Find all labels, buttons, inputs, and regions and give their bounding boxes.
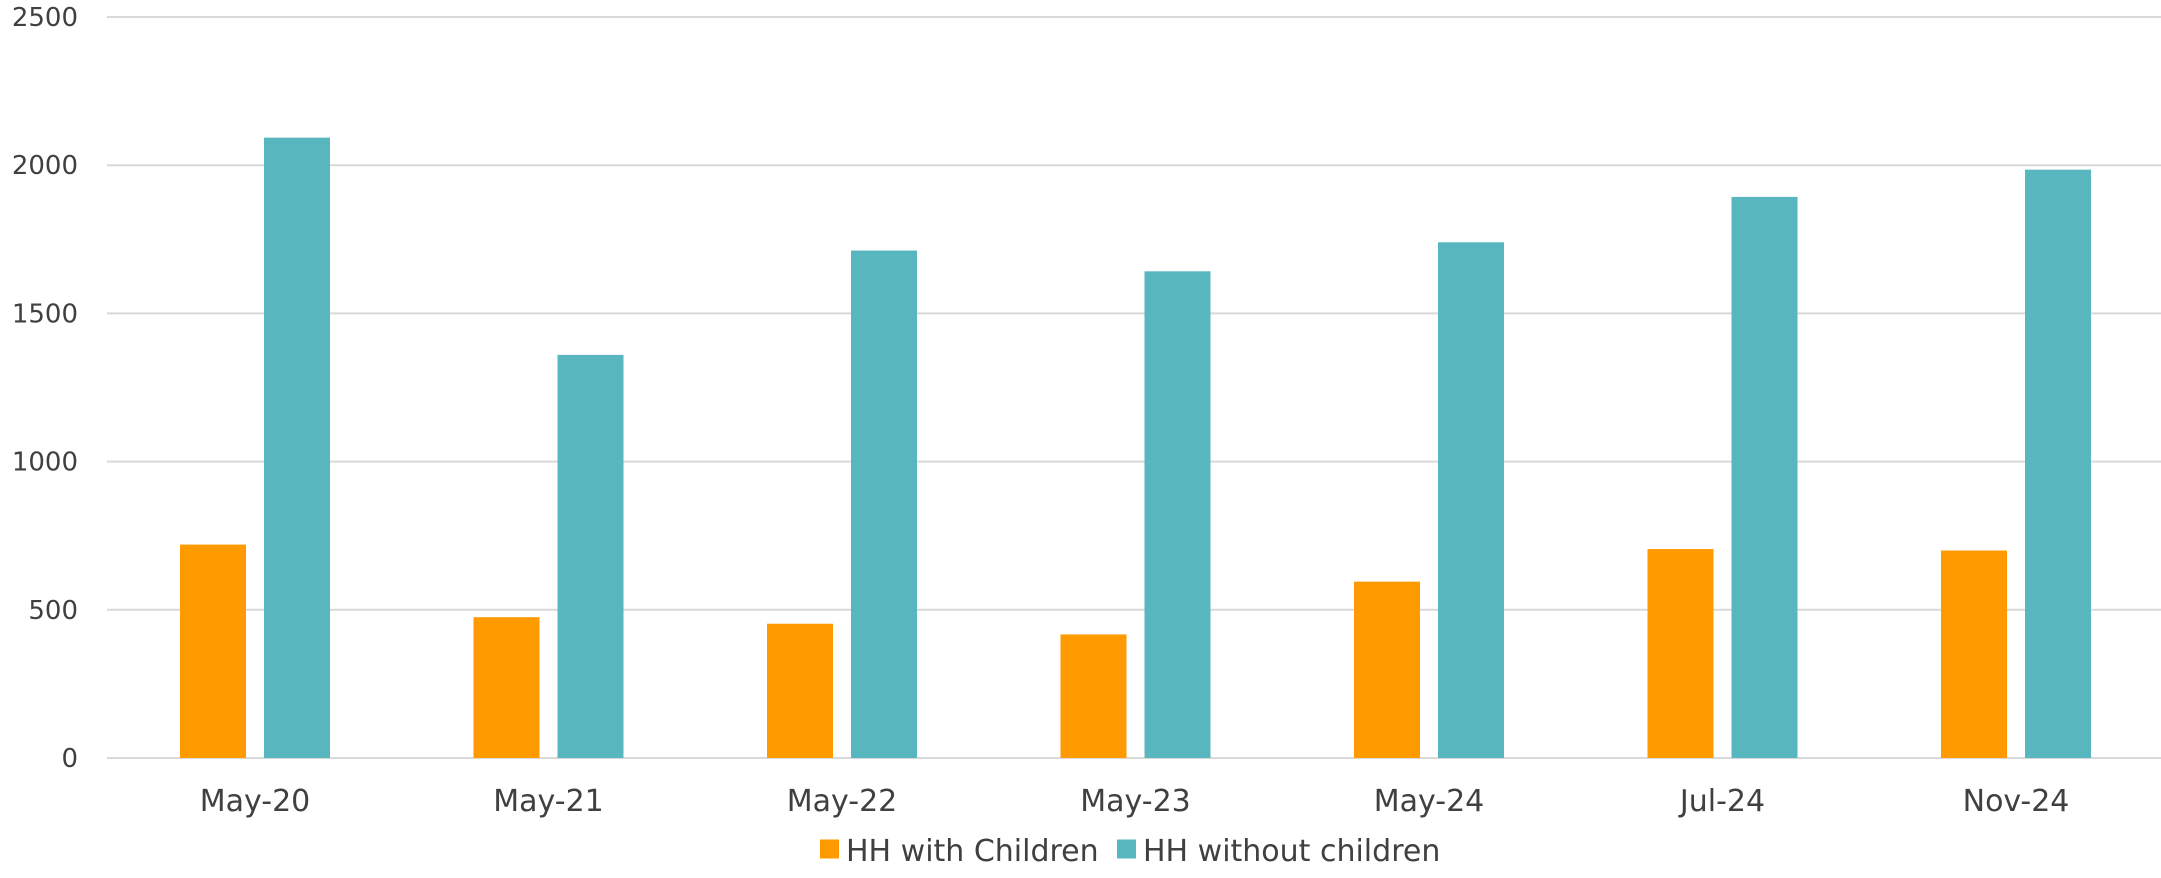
bar-hh-with-children [767,623,833,758]
bar-hh-with-children [1060,634,1127,758]
x-category-label: Nov-24 [1963,784,2070,819]
y-tick-label: 1000 [12,448,78,478]
y-axis-ticks: 0 500 1000 1500 2000 2500 [12,3,78,774]
bar-hh-without-children [851,250,917,758]
y-tick-label: 1500 [12,299,78,329]
x-category-label: May-22 [787,784,898,819]
bar-hh-without-children [557,354,624,758]
bars [180,137,2091,759]
legend-label: HH without children [1143,834,1440,869]
x-category-label: Jul-24 [1678,784,1765,819]
y-tick-label: 0 [61,744,78,774]
legend: HH with Children HH without children [820,834,1440,869]
x-category-label: May-21 [493,784,604,819]
bar-hh-without-children [1731,196,1798,758]
legend-swatch [1117,839,1136,859]
bar-hh-without-children [1438,242,1504,758]
gridlines [107,16,2161,759]
bar-hh-with-children [473,617,540,758]
bar-hh-with-children [1647,549,1714,758]
bar-hh-without-children [1144,271,1211,758]
bar-hh-without-children [264,137,330,759]
legend-label: HH with Children [846,834,1099,869]
x-category-label: May-24 [1374,784,1485,819]
bar-hh-without-children [2025,169,2091,758]
x-category-label: May-23 [1080,784,1191,819]
bar-hh-with-children [1354,581,1420,758]
legend-swatch [820,839,839,859]
y-tick-label: 2500 [12,3,78,33]
x-axis-ticks: May-20 May-21 May-22 May-23 May-24 Jul-24 Nov-… [200,784,2070,819]
y-tick-label: 500 [28,596,78,626]
y-tick-label: 2000 [12,151,78,181]
bar-hh-with-children [180,544,246,758]
bar-hh-with-children [1941,550,2007,758]
x-category-label: May-20 [200,784,311,819]
